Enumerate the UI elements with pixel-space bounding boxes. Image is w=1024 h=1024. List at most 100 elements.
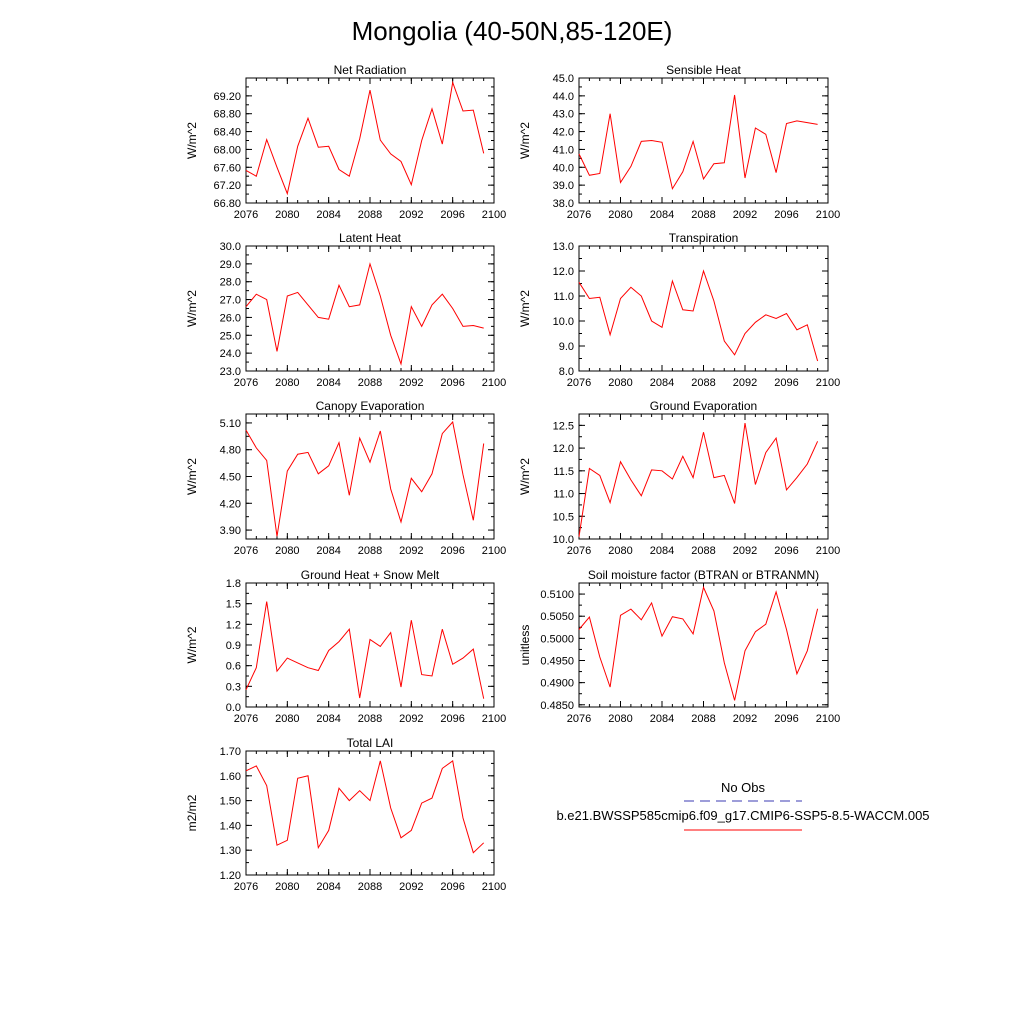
y-tick-label: 1.8 (226, 578, 241, 590)
panel-title: Soil moisture factor (BTRAN or BTRANMN) (588, 568, 819, 582)
x-tick-label: 2084 (316, 377, 340, 389)
x-tick-label: 2100 (816, 209, 840, 221)
y-tick-label: 42.0 (553, 127, 574, 139)
y-tick-label: 12.5 (553, 420, 574, 432)
legend-obs-label: No Obs (721, 780, 766, 795)
x-tick-label: 2092 (733, 377, 757, 389)
x-tick-label: 2080 (275, 377, 299, 389)
x-tick-label: 2088 (691, 713, 715, 725)
plot-frame (578, 245, 829, 372)
x-tick-label: 2096 (440, 881, 464, 893)
x-tick-label: 2080 (275, 545, 299, 557)
y-tick-label: 68.80 (213, 109, 241, 121)
x-tick-label: 2076 (567, 545, 591, 557)
y-tick-label: 41.0 (553, 144, 574, 156)
y-tick-label: 25.0 (220, 330, 241, 342)
x-tick-label: 2096 (440, 545, 464, 557)
panel-title: Transpiration (669, 231, 739, 245)
y-tick-label: 11.5 (553, 466, 574, 478)
y-axis-label: W/m^2 (518, 122, 532, 159)
y-tick-label: 0.4850 (540, 700, 574, 712)
x-tick-label: 2080 (608, 377, 632, 389)
panel-canopy-evaporation: Canopy Evaporation W/m^2 2076 2080 2084 2088 2… (185, 399, 506, 557)
x-tick-label: 2100 (482, 713, 506, 725)
y-tick-label: 24.0 (220, 348, 241, 360)
panel-ground-evaporation: Ground Evaporation W/m^2 2076 2080 2084 2088 2… (518, 399, 840, 557)
panel-title: Sensible Heat (666, 63, 741, 77)
x-tick-label: 2096 (774, 209, 798, 221)
figure-title: Mongolia (40-50N,85-120E) (352, 16, 673, 46)
series-line (245, 760, 485, 854)
x-tick-label: 2092 (733, 713, 757, 725)
y-tick-label: 0.0 (226, 702, 241, 714)
x-tick-label: 2100 (816, 713, 840, 725)
plot-frame (578, 77, 829, 204)
x-tick-label: 2084 (650, 713, 674, 725)
panel-title: Canopy Evaporation (316, 399, 425, 413)
y-axis-label: W/m^2 (185, 626, 199, 663)
y-tick-label: 4.20 (220, 498, 241, 510)
y-tick-label: 45.0 (553, 73, 574, 85)
panel-title: Latent Heat (339, 231, 402, 245)
x-tick-label: 2080 (275, 881, 299, 893)
y-tick-label: 66.80 (213, 198, 241, 210)
x-tick-label: 2100 (482, 881, 506, 893)
x-tick-label: 2088 (358, 545, 382, 557)
x-tick-label: 2076 (234, 209, 258, 221)
y-axis-label: W/m^2 (518, 290, 532, 327)
y-tick-label: 0.4900 (540, 678, 574, 690)
panels-group: Net Radiation W/m^2 2076 2080 2084 2088 2092 20… (185, 63, 840, 893)
y-tick-label: 5.10 (220, 418, 241, 430)
x-tick-label: 2076 (234, 881, 258, 893)
y-tick-label: 1.40 (220, 820, 241, 832)
x-tick-label: 2084 (650, 377, 674, 389)
y-tick-label: 28.0 (220, 277, 241, 289)
panel-total-lai: Total LAI m2/m2 2076 2080 2084 2088 2092 2096 21… (185, 736, 506, 893)
y-tick-label: 1.5 (226, 599, 241, 611)
y-tick-label: 1.20 (220, 870, 241, 882)
series-line (245, 601, 485, 699)
x-tick-label: 2076 (234, 713, 258, 725)
y-tick-label: 39.0 (553, 180, 574, 192)
panel-latent-heat: Latent Heat W/m^2 2076 2080 2084 2088 2092 2096… (185, 231, 506, 389)
y-tick-label: 30.0 (220, 241, 241, 253)
x-tick-label: 2088 (358, 881, 382, 893)
y-tick-label: 0.3 (226, 681, 241, 693)
x-tick-label: 2076 (234, 377, 258, 389)
x-tick-label: 2084 (650, 545, 674, 557)
y-tick-label: 9.0 (559, 341, 574, 353)
y-tick-label: 10.0 (553, 316, 574, 328)
y-tick-label: 12.0 (553, 443, 574, 455)
y-tick-label: 8.0 (559, 366, 574, 378)
x-tick-label: 2088 (358, 377, 382, 389)
y-axis-label: unitless (518, 625, 532, 666)
x-tick-label: 2096 (440, 377, 464, 389)
x-tick-label: 2088 (358, 713, 382, 725)
series-line (578, 94, 818, 191)
y-axis-label: m2/m2 (185, 794, 199, 831)
y-axis-label: W/m^2 (185, 458, 199, 495)
x-tick-label: 2100 (482, 209, 506, 221)
x-tick-label: 2080 (608, 713, 632, 725)
x-tick-label: 2096 (774, 545, 798, 557)
series-line (245, 80, 485, 196)
panel-title: Ground Evaporation (650, 399, 757, 413)
y-axis-label: W/m^2 (185, 290, 199, 327)
x-tick-label: 2084 (316, 545, 340, 557)
x-tick-label: 2080 (275, 209, 299, 221)
y-tick-label: 12.0 (553, 266, 574, 278)
x-tick-label: 2080 (608, 209, 632, 221)
x-tick-label: 2080 (275, 713, 299, 725)
x-tick-label: 2100 (482, 545, 506, 557)
x-tick-label: 2092 (733, 209, 757, 221)
series-line (578, 269, 819, 362)
x-tick-label: 2096 (440, 209, 464, 221)
plot-frame (245, 582, 495, 708)
x-tick-label: 2100 (482, 377, 506, 389)
series-line (578, 423, 819, 537)
y-tick-label: 26.0 (220, 312, 241, 324)
y-tick-label: 40.0 (553, 162, 574, 174)
y-tick-label: 23.0 (220, 366, 241, 378)
y-tick-label: 0.5050 (540, 611, 574, 623)
